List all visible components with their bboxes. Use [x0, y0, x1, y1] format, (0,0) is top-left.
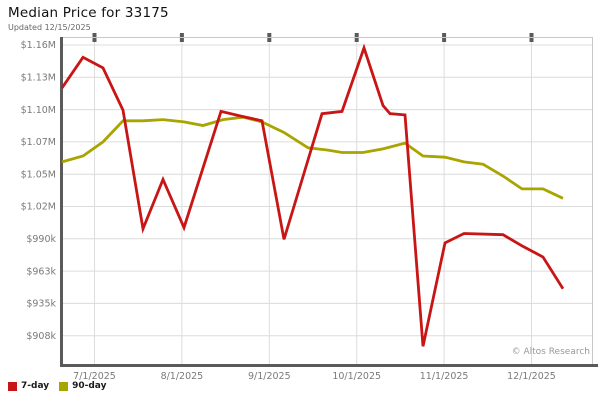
x-axis-line: [60, 364, 598, 367]
y-tick-label: $908k: [26, 331, 56, 342]
legend-label-90day: 90-day: [72, 381, 107, 391]
x-tick-label: 12/1/2025: [507, 371, 556, 382]
legend-swatch-90day-icon: [59, 381, 69, 391]
legend-item-90day: 90-day: [59, 381, 106, 391]
chart-header: Median Price for 33175 Updated 12/15/202…: [8, 5, 169, 32]
legend-label-7day: 7-day: [21, 381, 50, 391]
x-tick-label: 8/1/2025: [161, 371, 204, 382]
y-tick-label: $1.10M: [21, 105, 56, 116]
y-tick-label: $1.05M: [21, 169, 56, 180]
y-axis-line: [60, 37, 63, 367]
x-tick-label: 11/1/2025: [420, 371, 469, 382]
legend: 7-day 90-day: [8, 381, 106, 391]
y-tick-label: $1.07M: [21, 137, 56, 148]
y-tick-label: $935k: [26, 299, 56, 310]
legend-swatch-7day-icon: [8, 381, 17, 391]
series-line-7-day: [60, 43, 565, 347]
updated-date: Updated 12/15/2025: [8, 23, 91, 32]
watermark-text: © Altos Research: [511, 347, 590, 357]
x-tick-label: 9/1/2025: [248, 371, 291, 382]
y-tick-label: $963k: [26, 266, 56, 277]
x-tick-label: 10/1/2025: [332, 371, 381, 382]
legend-item-7day: 7-day: [8, 381, 49, 391]
y-tick-label: $990k: [26, 234, 56, 245]
y-tick-label: $1.02M: [21, 202, 56, 213]
y-tick-label: $1.16M: [21, 40, 56, 51]
page-title: Median Price for 33175: [8, 5, 169, 21]
series-line-90-day: [61, 115, 564, 200]
y-tick-label: $1.13M: [21, 73, 56, 84]
x-tick-label: 7/1/2025: [73, 371, 116, 382]
